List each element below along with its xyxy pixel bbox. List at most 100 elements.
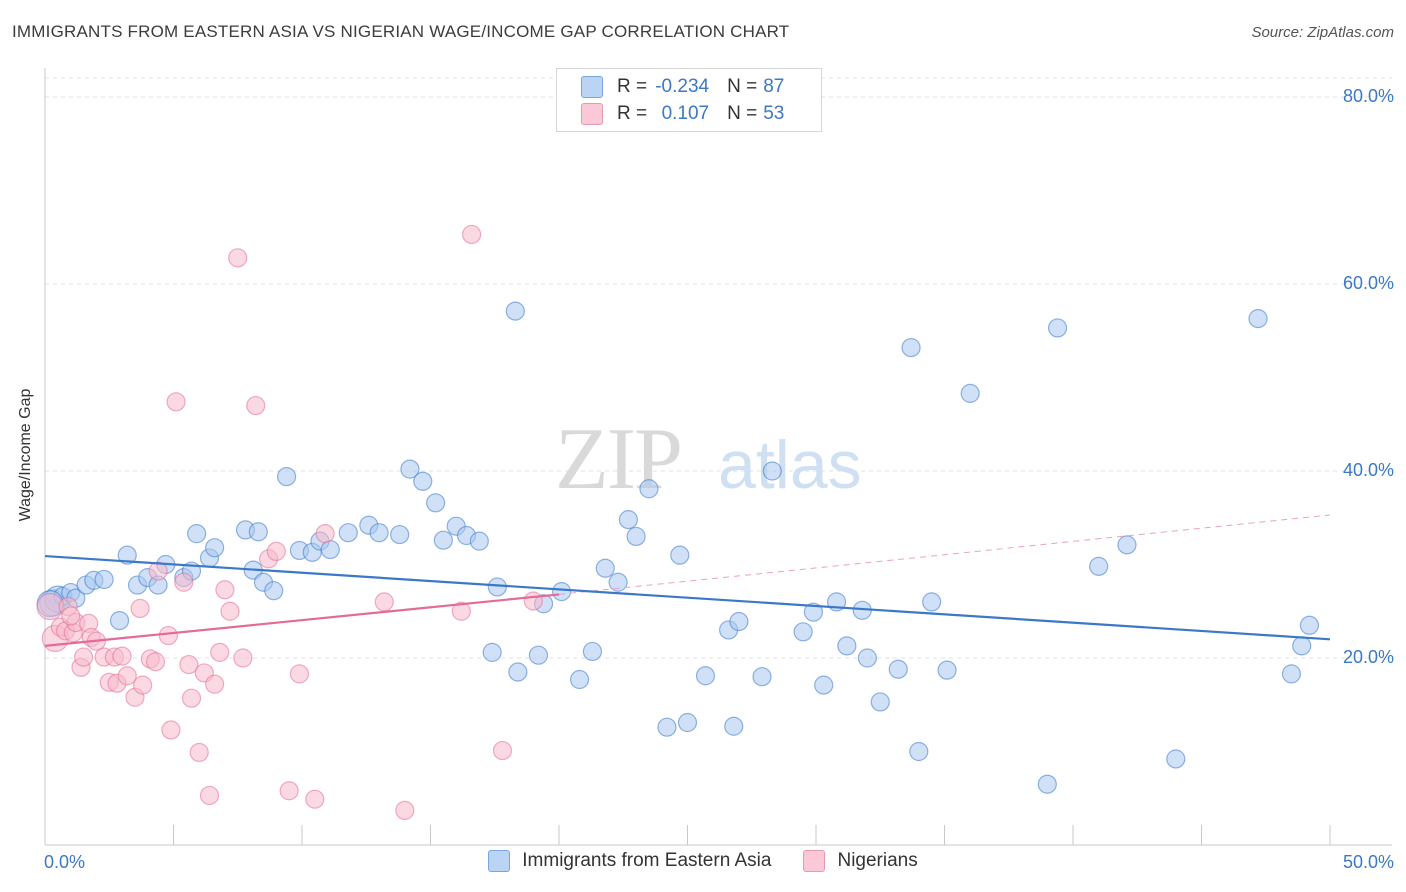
data-point-eastern-asia — [276, 467, 297, 487]
data-point-nigerians — [133, 675, 153, 695]
data-point-eastern-asia — [94, 569, 114, 590]
data-point-nigerians — [279, 781, 299, 801]
data-point-eastern-asia — [657, 717, 677, 737]
series-legend: Immigrants from Eastern Asia Nigerians — [0, 850, 1406, 872]
watermark-zip: ZIP — [555, 411, 681, 508]
data-point-eastern-asia — [870, 692, 890, 712]
data-point-eastern-asia — [793, 622, 813, 642]
data-point-nigerians — [451, 601, 471, 621]
legend-n-label: N = — [727, 103, 758, 124]
data-point-eastern-asia — [1248, 308, 1268, 329]
data-point-nigerians — [158, 625, 178, 646]
data-point-nigerians — [210, 642, 230, 662]
data-point-eastern-asia — [729, 611, 749, 632]
legend-swatch-eastern-asia — [581, 76, 603, 98]
legend-item-nigerians[interactable]: Nigerians — [803, 850, 918, 872]
data-point-eastern-asia — [909, 741, 929, 762]
data-point-nigerians — [374, 592, 394, 612]
source-label: Source: ZipAtlas.com — [1251, 24, 1394, 41]
data-point-nigerians — [523, 591, 543, 611]
data-point-nigerians — [179, 654, 199, 675]
data-point-eastern-asia — [187, 524, 207, 544]
data-point-eastern-asia — [482, 642, 502, 662]
data-point-eastern-asia — [960, 383, 980, 403]
axes — [44, 68, 1392, 846]
data-point-eastern-asia — [551, 582, 572, 602]
data-point-eastern-asia — [369, 523, 389, 543]
trend-lines — [44, 514, 1331, 647]
data-point-nigerians — [181, 688, 202, 708]
watermark: ZIP atlas — [555, 411, 862, 508]
legend-item-eastern-asia[interactable]: Immigrants from Eastern Asia — [488, 850, 771, 872]
y-tick-label: 80.0% — [1342, 86, 1394, 106]
data-point-eastern-asia — [677, 712, 698, 733]
data-point-eastern-asia — [1292, 636, 1312, 656]
data-point-nigerians — [145, 652, 166, 672]
data-point-nigerians — [220, 601, 240, 621]
trend-line-nigerians-extended — [558, 514, 1331, 595]
data-point-eastern-asia — [390, 524, 410, 545]
data-point-nigerians — [233, 648, 253, 668]
data-point-eastern-asia — [248, 522, 268, 542]
data-point-eastern-asia — [505, 301, 525, 321]
trend-line-nigerians — [44, 593, 560, 647]
data-point-nigerians — [266, 541, 286, 562]
x-tick-label-min: 0.0% — [44, 852, 86, 872]
data-point-eastern-asia — [888, 659, 908, 679]
y-tick-label: 60.0% — [1342, 273, 1394, 293]
legend-n-label: N = — [727, 76, 758, 97]
stats-legend: R = -0.234 N = 87 R = 0.107 N = 53 — [556, 68, 822, 132]
data-point-nigerians — [112, 646, 132, 666]
data-point-eastern-asia — [569, 669, 590, 690]
series-nigerians-points — [36, 224, 543, 821]
data-point-eastern-asia — [1281, 664, 1302, 684]
data-point-nigerians — [166, 392, 186, 412]
chart-title: IMMIGRANTS FROM EASTERN ASIA VS NIGERIAN… — [12, 22, 790, 41]
legend-r-value: -0.234 — [655, 76, 710, 97]
data-point-eastern-asia — [1117, 535, 1137, 555]
data-point-nigerians — [174, 572, 194, 592]
legend-r-label: R = — [617, 103, 648, 124]
data-point-nigerians — [462, 224, 482, 245]
data-point-eastern-asia — [608, 572, 628, 592]
data-point-eastern-asia — [1037, 774, 1057, 794]
data-point-eastern-asia — [1299, 615, 1320, 635]
y-tick-label: 20.0% — [1342, 647, 1394, 667]
data-point-nigerians — [289, 664, 310, 684]
data-point-eastern-asia — [1166, 749, 1186, 769]
data-point-nigerians — [315, 524, 335, 544]
data-point-eastern-asia — [670, 545, 690, 565]
data-point-eastern-asia — [400, 459, 420, 479]
data-point-eastern-asia — [857, 648, 878, 668]
data-point-nigerians — [395, 800, 415, 821]
data-point-eastern-asia — [508, 662, 528, 682]
data-point-nigerians — [199, 785, 220, 806]
data-point-eastern-asia — [626, 526, 646, 547]
data-point-eastern-asia — [595, 558, 615, 578]
data-point-eastern-asia — [426, 493, 446, 513]
data-point-eastern-asia — [413, 471, 433, 491]
data-point-nigerians — [205, 674, 225, 694]
legend-r-label: R = — [617, 76, 648, 97]
legend-row-eastern-asia: R = -0.234 N = 87 — [581, 74, 802, 100]
legend-swatch-nigerians — [581, 103, 603, 125]
data-point-eastern-asia — [582, 641, 603, 662]
data-point-nigerians — [61, 606, 81, 626]
data-point-nigerians — [161, 720, 181, 740]
legend-label-nigerians: Nigerians — [837, 850, 918, 871]
legend-row-nigerians: R = 0.107 N = 53 — [581, 101, 802, 127]
data-point-eastern-asia — [639, 479, 659, 499]
data-point-nigerians — [305, 789, 325, 809]
data-point-nigerians — [73, 647, 94, 667]
data-point-eastern-asia — [338, 523, 358, 543]
data-point-eastern-asia — [618, 510, 638, 530]
data-point-nigerians — [148, 561, 168, 581]
data-point-eastern-asia — [803, 602, 824, 622]
legend-label-eastern-asia: Immigrants from Eastern Asia — [522, 850, 772, 871]
series-eastern-asia-points — [36, 301, 1320, 794]
data-point-eastern-asia — [528, 645, 549, 665]
y-tick-label: 40.0% — [1342, 460, 1394, 480]
data-point-nigerians — [189, 742, 209, 763]
data-point-eastern-asia — [117, 545, 137, 565]
